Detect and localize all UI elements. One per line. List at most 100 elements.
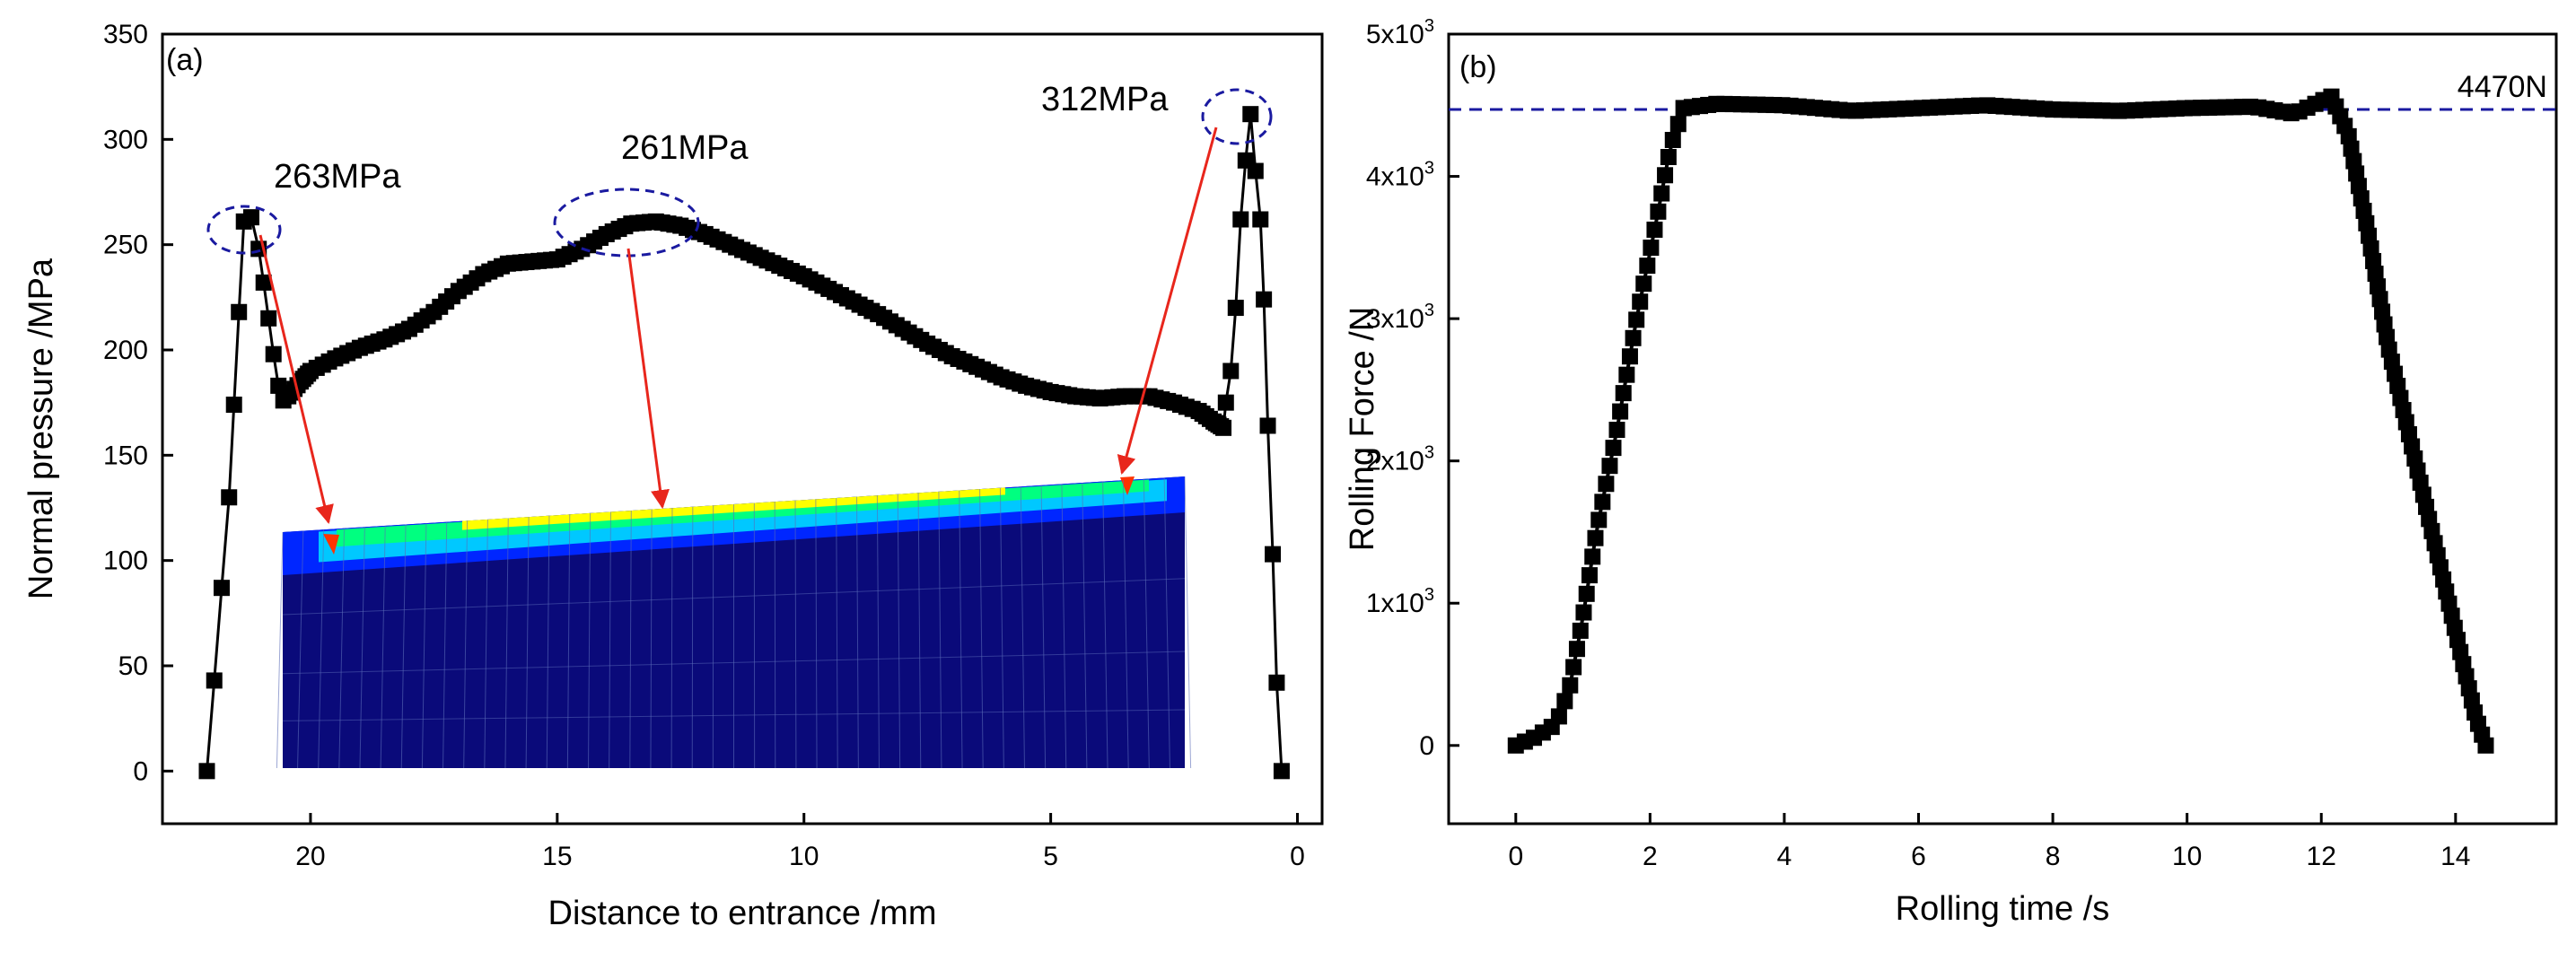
y-axis-label: Rolling Force /N xyxy=(1344,307,1381,551)
x-tick-label: 2 xyxy=(1643,842,1658,871)
data-point xyxy=(221,489,237,505)
data-point xyxy=(1628,311,1644,328)
y-tick-base: 0 xyxy=(1419,731,1434,761)
annotation-label: 312MPa xyxy=(1041,81,1169,118)
data-point xyxy=(1260,417,1276,433)
y-tick-exponent: 3 xyxy=(1424,301,1434,320)
y-tick-base: 5x10 xyxy=(1366,20,1424,49)
data-point xyxy=(1616,385,1632,401)
x-tick-label: 0 xyxy=(1508,842,1523,871)
y-tick-label: 300 xyxy=(103,125,148,154)
y-tick-exponent: 3 xyxy=(1424,443,1434,463)
y-tick-label: 150 xyxy=(103,441,148,470)
data-point xyxy=(243,209,259,225)
annotation-label: 261MPa xyxy=(621,129,749,167)
y-tick-exponent: 3 xyxy=(1424,16,1434,36)
data-point xyxy=(1632,293,1648,310)
data-point xyxy=(1242,106,1258,122)
panel-label: (b) xyxy=(1459,50,1497,84)
fem-contour-inset xyxy=(276,476,1190,768)
data-point xyxy=(1590,511,1607,528)
inset-mesh-line xyxy=(692,507,693,768)
data-point xyxy=(1618,367,1634,383)
y-tick-exponent: 3 xyxy=(1424,585,1434,605)
data-point xyxy=(1556,693,1573,709)
data-point xyxy=(1579,586,1595,602)
y-tick-label: 350 xyxy=(103,20,148,49)
data-point xyxy=(1670,116,1687,132)
data-point xyxy=(2477,738,2493,754)
y-tick-exponent: 3 xyxy=(1424,159,1434,179)
data-point xyxy=(1625,330,1642,346)
annotation-arrow xyxy=(628,249,662,507)
data-point xyxy=(1569,641,1585,657)
x-tick-label: 15 xyxy=(542,842,572,871)
x-tick-label: 0 xyxy=(1290,842,1305,871)
y-tick-label: 50 xyxy=(118,651,148,681)
data-point xyxy=(1657,167,1673,183)
y-tick-label: 5x103 xyxy=(1366,16,1434,49)
data-point xyxy=(1256,292,1272,308)
data-point xyxy=(1565,659,1582,675)
data-point xyxy=(1274,763,1290,779)
data-point xyxy=(1573,623,1589,639)
y-tick-label: 200 xyxy=(103,336,148,365)
data-point xyxy=(1646,222,1662,238)
data-point xyxy=(1605,440,1621,456)
y-tick-label: 0 xyxy=(1419,731,1434,761)
data-point xyxy=(1222,363,1239,379)
data-point xyxy=(1598,476,1614,492)
y-tick-label: 100 xyxy=(103,546,148,576)
data-point xyxy=(214,580,230,596)
data-point xyxy=(1639,258,1655,274)
x-tick-label: 10 xyxy=(789,842,819,871)
data-point xyxy=(1232,212,1249,228)
data-point xyxy=(226,397,242,413)
data-point xyxy=(1653,186,1669,202)
x-tick-label: 14 xyxy=(2440,842,2470,871)
data-point xyxy=(1643,240,1659,256)
data-point xyxy=(260,310,276,327)
data-point xyxy=(1562,677,1578,694)
data-point xyxy=(1575,605,1591,621)
y-axis-label: Normal pressure /MPa xyxy=(22,258,60,599)
x-tick-label: 10 xyxy=(2172,842,2202,871)
data-point xyxy=(1215,420,1231,436)
data-point xyxy=(1252,212,1268,228)
data-point xyxy=(1248,163,1264,179)
reference-line-label: 4470N xyxy=(2458,70,2547,104)
inset-mesh-line xyxy=(1185,476,1191,768)
x-tick-label: 4 xyxy=(1777,842,1792,871)
annotation-label: 263MPa xyxy=(274,158,401,196)
data-point xyxy=(1551,708,1567,724)
data-point xyxy=(1612,404,1628,420)
y-tick-label: 0 xyxy=(133,756,148,786)
y-tick-base: 4x10 xyxy=(1366,162,1424,192)
x-tick-label: 20 xyxy=(295,842,325,871)
data-point xyxy=(1650,204,1666,220)
data-point xyxy=(1601,458,1617,474)
data-point xyxy=(1584,548,1600,564)
data-point xyxy=(1635,275,1652,292)
x-axis-label: Distance to entrance /mm xyxy=(548,895,937,932)
data-point xyxy=(1665,132,1681,148)
x-axis-label: Rolling time /s xyxy=(1896,890,2110,928)
inset-mesh-line xyxy=(276,532,283,768)
data-point xyxy=(1265,546,1281,563)
data-point xyxy=(1587,530,1603,546)
panel-label: (a) xyxy=(166,43,204,77)
data-point xyxy=(1218,395,1234,411)
data-point xyxy=(1660,149,1677,165)
data-point xyxy=(206,672,223,688)
data-point xyxy=(1594,494,1610,510)
y-tick-label: 1x103 xyxy=(1366,585,1434,618)
data-point xyxy=(1622,348,1638,364)
x-tick-label: 8 xyxy=(2046,842,2061,871)
y-tick-label: 4x103 xyxy=(1366,159,1434,192)
data-point xyxy=(1608,422,1625,438)
y-tick-label: 250 xyxy=(103,231,148,260)
